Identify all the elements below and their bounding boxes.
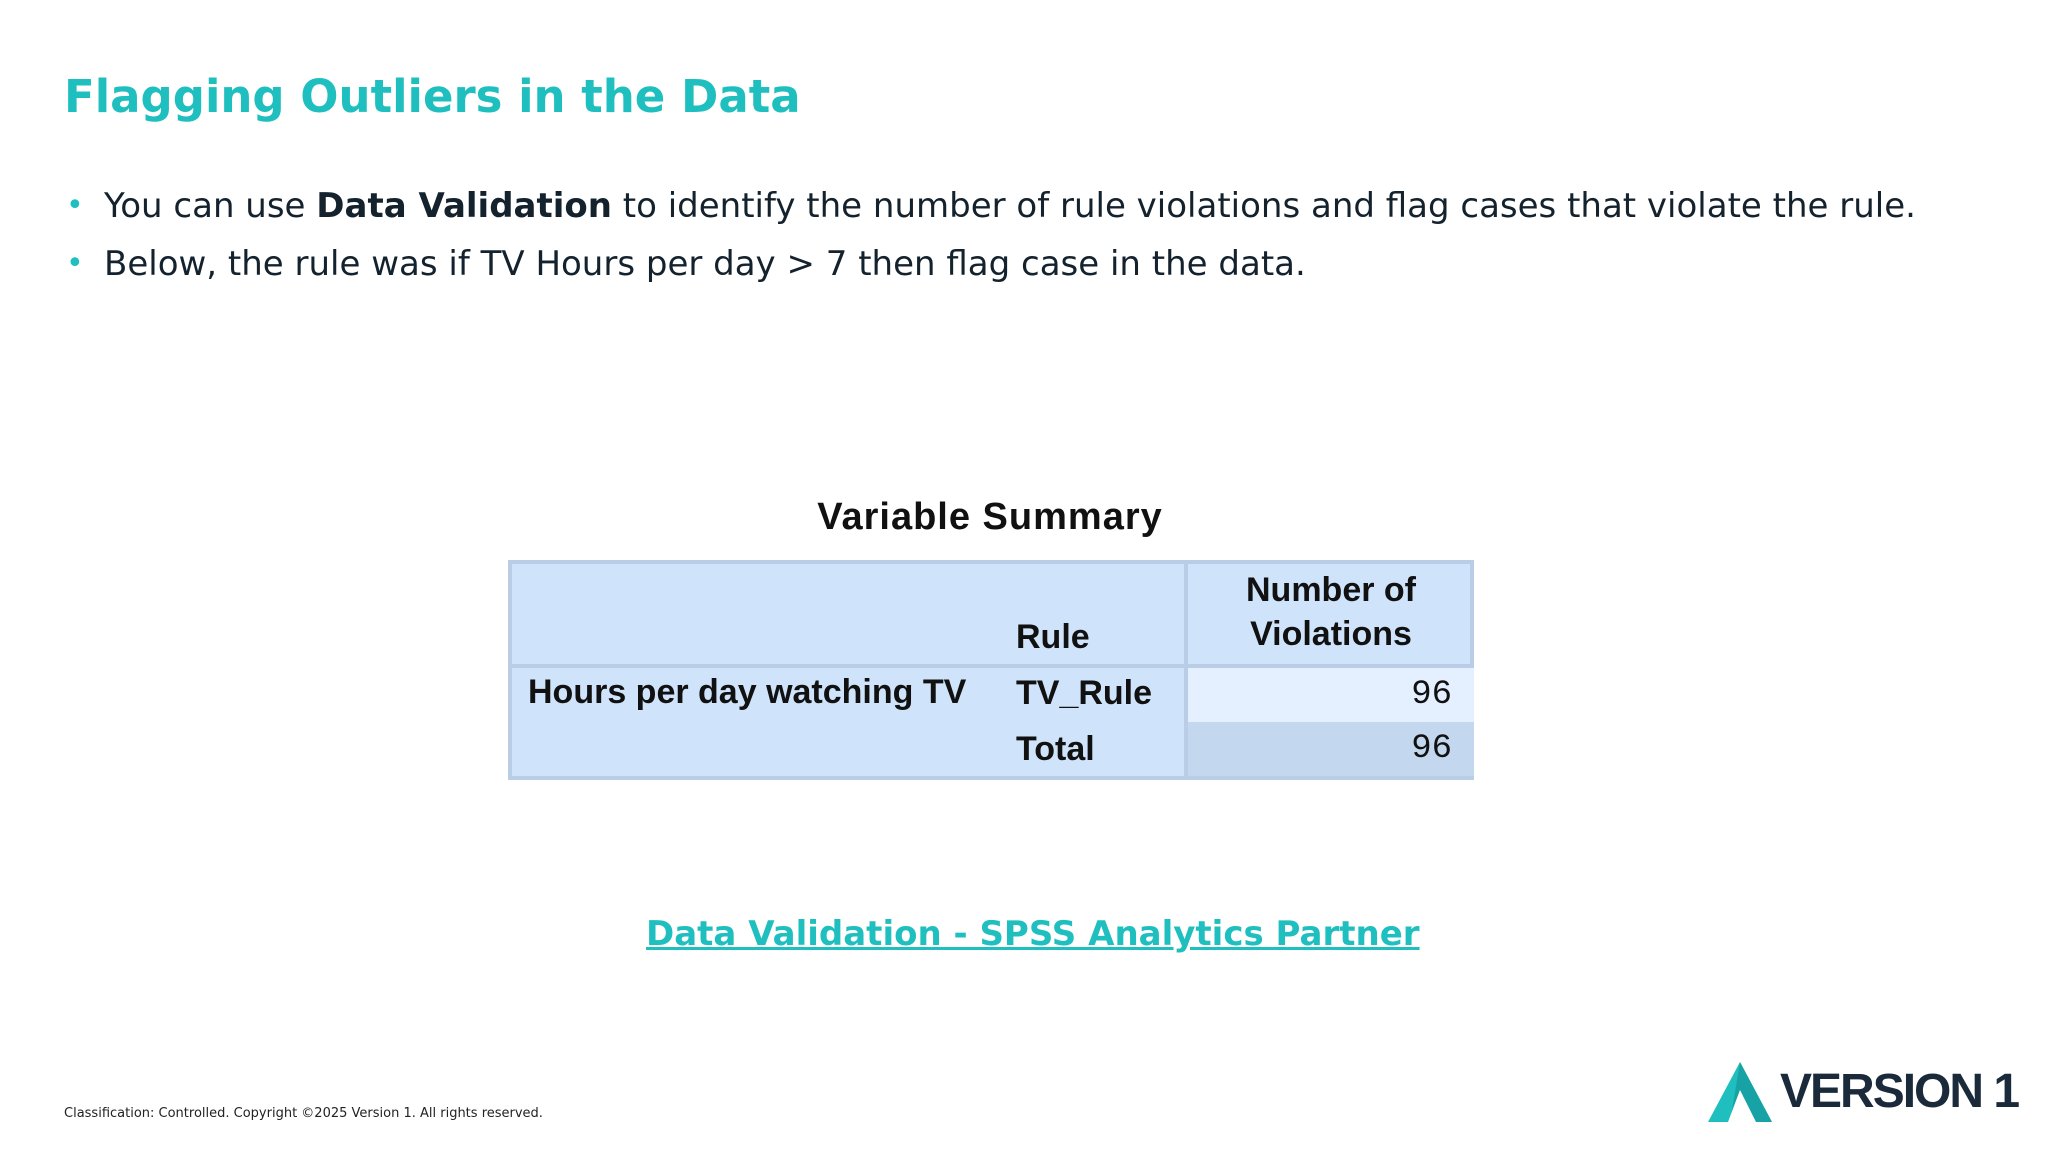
version1-triangle-icon bbox=[1708, 1062, 1772, 1122]
logo-wordmark: VERSION 1 bbox=[1780, 1065, 2020, 1118]
bullet-list: • You can use Data Validation to identif… bbox=[64, 184, 1916, 300]
slide-title: Flagging Outliers in the Data bbox=[64, 70, 801, 123]
spss-partner-link[interactable]: Data Validation - SPSS Analytics Partner bbox=[646, 914, 1420, 954]
violations-cell-tv: 96 bbox=[1188, 668, 1474, 722]
column-header-violations: Number of Violations bbox=[1246, 571, 1416, 653]
bullet-text: Below, the rule was if TV Hours per day … bbox=[104, 244, 1306, 284]
table-title: Variable Summary bbox=[817, 496, 1163, 538]
bullet-dot-icon: • bbox=[66, 188, 84, 223]
bullet-dot-icon: • bbox=[66, 246, 84, 281]
bullet-item: • Below, the rule was if TV Hours per da… bbox=[64, 242, 1916, 300]
footer-copyright: Classification: Controlled. Copyright ©2… bbox=[64, 1106, 543, 1121]
bullet-bold-term: Data Validation bbox=[316, 186, 612, 226]
violations-cell-total: 96 bbox=[1188, 722, 1474, 776]
column-header-rule: Rule bbox=[1016, 618, 1090, 656]
bullet-text-suffix: to identify the number of rule violation… bbox=[611, 186, 1916, 226]
rule-name-total: Total bbox=[1016, 730, 1095, 768]
rule-name-tv: TV_Rule bbox=[1016, 674, 1153, 712]
variable-summary-table: Rule Number of Violations Hours per day … bbox=[508, 560, 1474, 780]
table-divider-horizontal bbox=[512, 664, 1470, 668]
bullet-text-prefix: You can use bbox=[104, 186, 317, 226]
table-divider-vertical bbox=[1184, 564, 1188, 776]
row-label: Hours per day watching TV bbox=[528, 673, 967, 711]
bullet-item: • You can use Data Validation to identif… bbox=[64, 184, 1916, 242]
